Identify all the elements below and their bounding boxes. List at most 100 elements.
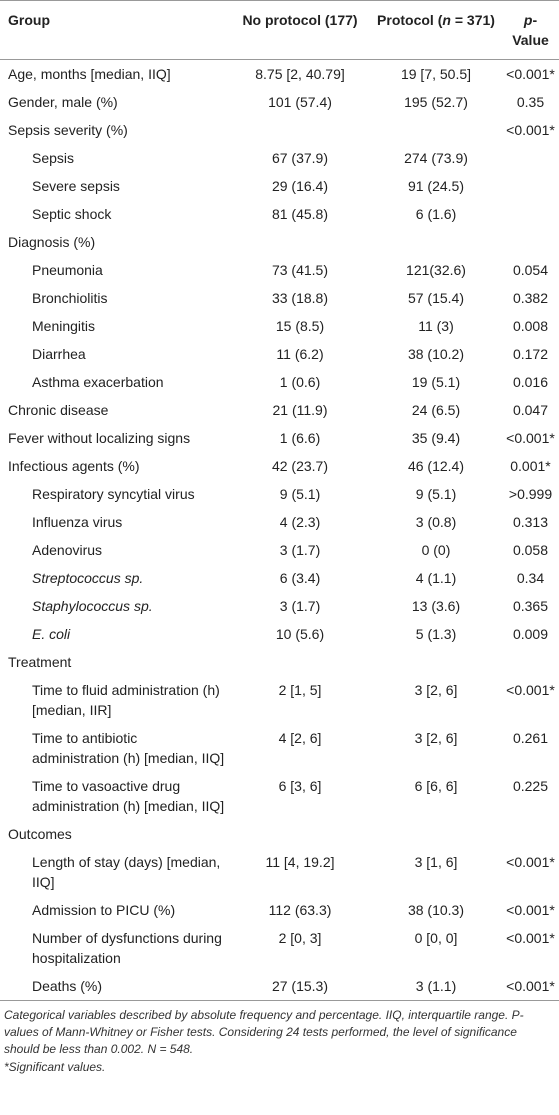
- row-label: Fever without localizing signs: [8, 430, 191, 446]
- header-cell: Protocol (n = 371): [370, 1, 502, 60]
- cell-value: 11 (3): [418, 318, 454, 334]
- cell-value: 0.172: [512, 346, 549, 362]
- row-label: Bronchiolitis: [32, 290, 108, 306]
- empty-cell: [230, 648, 370, 676]
- header-text: (: [437, 12, 443, 28]
- empty-cell: [502, 228, 559, 256]
- header-cell: Group: [0, 1, 230, 60]
- cell-value: 0.261: [512, 730, 549, 746]
- cell-value: 15 (8.5): [275, 318, 325, 334]
- row-label: Staphylococcus sp.: [32, 598, 153, 614]
- cell-value: 57 (15.4): [407, 290, 465, 306]
- cell-value: 6 [3, 6]: [278, 778, 322, 794]
- cell-value: 3 [2, 6]: [414, 682, 458, 698]
- row-label: Respiratory syncytial virus: [32, 486, 195, 502]
- empty-cell: [370, 228, 502, 256]
- table-row: Number of dysfunctions during hospitaliz…: [0, 924, 559, 972]
- footnote: *Significant values.: [4, 1060, 106, 1074]
- cell-value: 101 (57.4): [268, 94, 332, 110]
- cell-value: 73 (41.5): [271, 262, 329, 278]
- table-row: Asthma exacerbation 1 (0.6) 19 (5.1) 0.016: [0, 368, 559, 396]
- empty-cell: [230, 820, 370, 848]
- cell-value: 3 (1.7): [279, 542, 321, 558]
- empty-cell: [370, 820, 502, 848]
- table-row: Pneumonia 73 (41.5) 121(32.6) 0.054: [0, 256, 559, 284]
- cell-value: 3 (1.1): [415, 978, 457, 994]
- footnote: Categorical variables described by absol…: [4, 1008, 524, 1056]
- header-cell: No protocol (177): [230, 1, 370, 60]
- cell-value: <0.001*: [506, 978, 555, 994]
- table-row: Age, months [median, IIQ] 8.75 [2, 40.79]…: [0, 60, 559, 89]
- cell-value: 6 (3.4): [279, 570, 321, 586]
- row-label: Influenza virus: [32, 514, 123, 530]
- table-row: Treatment: [0, 648, 559, 676]
- cell-value: 2 [1, 5]: [278, 682, 322, 698]
- row-label: Deaths (%): [32, 978, 103, 994]
- row-label: Diarrhea: [32, 346, 86, 362]
- row-label: Diagnosis (%): [8, 234, 96, 250]
- cell-value: 0.365: [512, 598, 549, 614]
- row-label: Gender, male (%): [8, 94, 118, 110]
- table-row: Sepsis severity (%) <0.001*: [0, 116, 559, 144]
- cell-value: 3 (1.7): [279, 598, 321, 614]
- empty-cell: [370, 116, 502, 144]
- table-row: Diarrhea 11 (6.2) 38 (10.2) 0.172: [0, 340, 559, 368]
- cell-value: 21 (11.9): [272, 402, 328, 418]
- cell-value: 67 (37.9): [271, 150, 329, 166]
- row-label: Asthma exacerbation: [32, 374, 164, 390]
- cell-value: 6 [6, 6]: [414, 778, 458, 794]
- row-label: Pneumonia: [32, 262, 103, 278]
- cell-value: 3 [2, 6]: [414, 730, 458, 746]
- row-label: Severe sepsis: [32, 178, 120, 194]
- table-row: Severe sepsis 29 (16.4) 91 (24.5): [0, 172, 559, 200]
- empty-cell: [502, 144, 559, 172]
- empty-cell: [502, 200, 559, 228]
- table-row: Sepsis 67 (37.9) 274 (73.9): [0, 144, 559, 172]
- cell-value: 1 (6.6): [279, 430, 321, 446]
- cell-value: 0.001*: [510, 458, 551, 474]
- row-label: Time to antibiotic administration (h) [m…: [32, 730, 225, 766]
- row-label: Time to vasoactive drug administration (…: [32, 778, 225, 814]
- row-label: E. coli: [32, 626, 71, 642]
- table-row: Outcomes: [0, 820, 559, 848]
- cell-value: 46 (12.4): [407, 458, 465, 474]
- table-row: Meningitis 15 (8.5) 11 (3) 0.008: [0, 312, 559, 340]
- row-label: Adenovirus: [32, 542, 103, 558]
- row-label: Age, months [median, IIQ]: [8, 66, 171, 82]
- cell-value: 0.058: [512, 542, 549, 558]
- table-row: Time to antibiotic administration (h) [m…: [0, 724, 559, 772]
- cell-value: 33 (18.8): [271, 290, 329, 306]
- table-row: Streptococcus sp. 6 (3.4) 4 (1.1) 0.34: [0, 564, 559, 592]
- cell-value: 0.008: [512, 318, 549, 334]
- header-text: -Value: [512, 12, 549, 48]
- empty-cell: [502, 820, 559, 848]
- cell-value: 9 (5.1): [415, 486, 457, 502]
- cell-value: 195 (52.7): [404, 94, 468, 110]
- cell-value: 0.313: [512, 514, 549, 530]
- cell-value: 81 (45.8): [271, 206, 329, 222]
- cell-value: 0.225: [512, 778, 549, 794]
- table-row: Gender, male (%) 101 (57.4) 195 (52.7) 0.35: [0, 88, 559, 116]
- cell-value: 274 (73.9): [404, 150, 468, 166]
- cell-value: <0.001*: [506, 122, 555, 138]
- data-table: Group No protocol (177) Protocol (n = 371)…: [0, 0, 559, 1001]
- table-row: Staphylococcus sp. 3 (1.7) 13 (3.6) 0.365: [0, 592, 559, 620]
- cell-value: 27 (15.3): [271, 978, 329, 994]
- header-text: Protocol: [377, 12, 438, 28]
- cell-value: 10 (5.6): [275, 626, 325, 642]
- cell-value: 19 (5.1): [411, 374, 461, 390]
- table-row: Septic shock 81 (45.8) 6 (1.6): [0, 200, 559, 228]
- table-row: Diagnosis (%): [0, 228, 559, 256]
- footnotes: Categorical variables described by absol…: [0, 1001, 559, 1076]
- cell-value: 8.75 [2, 40.79]: [255, 66, 345, 82]
- table-row: Infectious agents (%) 42 (23.7) 46 (12.4) 0…: [0, 452, 559, 480]
- row-label: Number of dysfunctions during hospitaliz…: [32, 930, 222, 966]
- cell-value: 91 (24.5): [407, 178, 465, 194]
- cell-value: 38 (10.2): [407, 346, 465, 362]
- cell-value: 19 [7, 50.5]: [400, 66, 472, 82]
- empty-cell: [502, 172, 559, 200]
- table-row: Chronic disease 21 (11.9) 24 (6.5) 0.047: [0, 396, 559, 424]
- cell-value: 13 (3.6): [411, 598, 461, 614]
- cell-value: 5 (1.3): [415, 626, 457, 642]
